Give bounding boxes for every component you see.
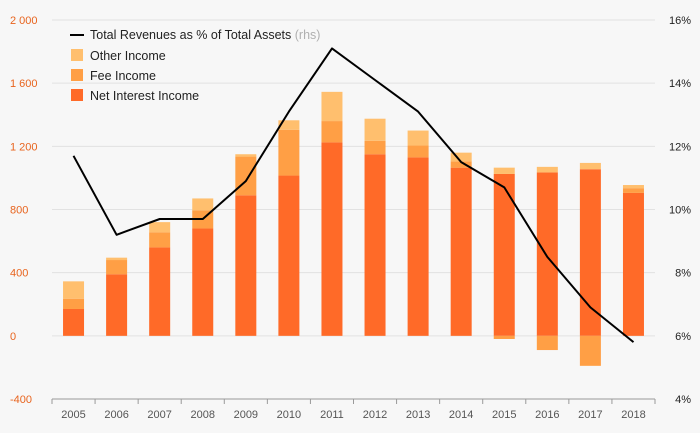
bar-fee-income [106, 260, 128, 275]
bar-net-interest-income [536, 172, 558, 336]
y-left-tick-label: 0 [10, 331, 16, 343]
bar-fee-income [493, 335, 515, 339]
y-left-tick-label: 1 600 [10, 78, 38, 90]
bar-fee-income [149, 232, 171, 248]
bar-other-income [235, 154, 257, 157]
y-left-tick-label: -400 [10, 394, 32, 406]
y-left-tick-label: 2 000 [10, 15, 38, 27]
bar-net-interest-income [407, 157, 429, 336]
y-right-tick-label: 10% [669, 205, 691, 217]
y-right-tick-label: 12% [669, 141, 691, 153]
bar-fee-income [278, 129, 300, 176]
x-tick-label: 2012 [363, 409, 387, 421]
bar-fee-income [579, 335, 601, 366]
bar-net-interest-income [321, 142, 343, 336]
bar-fee-income [407, 145, 429, 158]
bar-net-interest-income [364, 154, 386, 336]
bar-other-income [278, 120, 300, 130]
bar-net-interest-income [450, 167, 472, 336]
bar-other-income [63, 281, 85, 299]
y-right-tick-label: 16% [669, 15, 691, 27]
bar-net-interest-income [579, 169, 601, 336]
legend-label-line: Total Revenues as % of Total Assets (rhs… [90, 28, 320, 42]
bar-other-income [407, 130, 429, 146]
bar-other-income [106, 257, 128, 261]
legend-swatch-other-income [71, 49, 83, 61]
bar-fee-income [364, 140, 386, 155]
x-tick-label: 2007 [147, 409, 171, 421]
bar-net-interest-income [235, 195, 257, 336]
bar-fee-income [321, 121, 343, 143]
y-left-tick-label: 800 [10, 205, 28, 217]
bar-other-income [450, 152, 472, 162]
y-left-tick-label: 400 [10, 268, 28, 280]
bar-net-interest-income [63, 308, 85, 336]
bar-fee-income [536, 335, 558, 351]
bar-other-income [622, 185, 644, 189]
bar-net-interest-income [149, 247, 171, 336]
bar-fee-income [63, 298, 85, 309]
bar-other-income [192, 198, 214, 211]
bar-net-interest-income [493, 173, 515, 336]
x-tick-label: 2008 [191, 409, 215, 421]
legend-swatch-net-interest-income [71, 89, 83, 101]
y-right-tick-label: 6% [675, 331, 691, 343]
y-right-tick-label: 14% [669, 78, 691, 90]
x-tick-label: 2017 [578, 409, 602, 421]
bar-net-interest-income [192, 228, 214, 336]
x-tick-label: 2013 [406, 409, 430, 421]
bar-net-interest-income [622, 192, 644, 336]
bar-fee-income [450, 161, 472, 168]
revenue-ratio-line-layer [72, 47, 635, 343]
bar-fee-income [235, 156, 257, 196]
x-tick-label: 2018 [621, 409, 645, 421]
bar-fee-income [622, 188, 644, 193]
legend-label-net-interest-income: Net Interest Income [90, 89, 199, 103]
bar-other-income [493, 167, 515, 174]
x-tick-label: 2005 [61, 409, 85, 421]
bars [63, 91, 644, 366]
x-tick-label: 2006 [104, 409, 128, 421]
bar-net-interest-income [278, 175, 300, 336]
bar-other-income [364, 118, 386, 141]
bar-other-income [536, 166, 558, 173]
y-right-tick-label: 8% [675, 268, 691, 280]
axes: -400 0 400 800 1 200 1 600 2 000 4% 6% 8% 10% 12% 14… [10, 15, 691, 421]
x-tick-label: 2011 [320, 409, 344, 421]
legend: Total Revenues as % of Total Assets (rhs… [70, 28, 320, 103]
bar-net-interest-income [106, 274, 128, 336]
bar-other-income [579, 162, 601, 170]
bar-other-income [321, 91, 343, 122]
bar-other-income [149, 222, 171, 233]
y-right-tick-label: 4% [675, 394, 691, 406]
legend-label-other-income: Other Income [90, 49, 166, 63]
x-tick-label: 2009 [234, 409, 258, 421]
x-tick-label: 2014 [449, 409, 473, 421]
revenue-ratio-line [72, 47, 635, 343]
x-tick-label: 2016 [535, 409, 559, 421]
legend-label-fee-income: Fee Income [90, 69, 156, 83]
legend-swatch-fee-income [71, 69, 83, 81]
x-tick-label: 2010 [277, 409, 301, 421]
x-tick-label: 2015 [492, 409, 516, 421]
y-left-tick-label: 1 200 [10, 141, 38, 153]
